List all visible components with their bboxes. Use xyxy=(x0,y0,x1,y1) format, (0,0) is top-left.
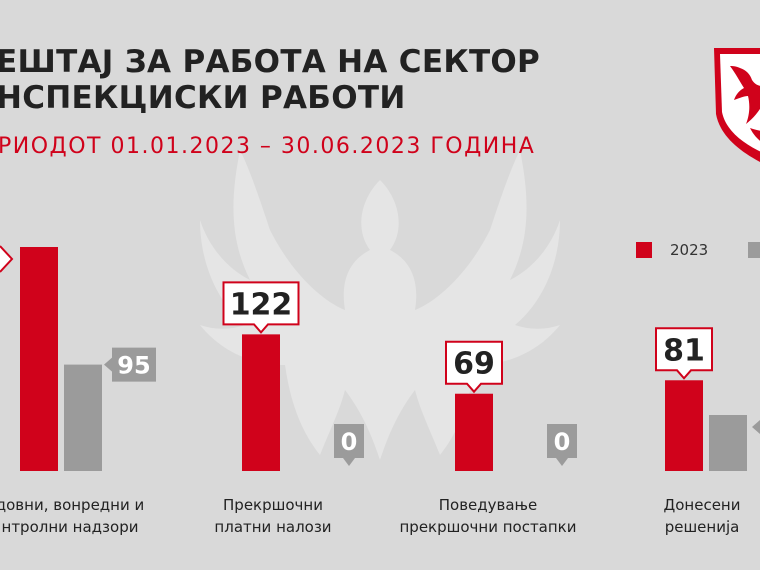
value-label-gray-1: 95 xyxy=(117,352,150,380)
category-label-3-line-1: Поведување xyxy=(438,496,538,514)
bar-gray-4 xyxy=(709,415,747,471)
legend-swatch-2023 xyxy=(636,242,652,258)
category-label-3-line-2: прекршочни постапки xyxy=(399,518,577,536)
category-label-4-line-2: решенија xyxy=(664,518,740,536)
category-label-1: довни, вонредни и нтролни надзори xyxy=(0,494,170,538)
legend-label-2023: 2023 xyxy=(670,241,709,259)
category-label-2-line-2: платни налози xyxy=(214,518,332,536)
value-callout-red-4 xyxy=(655,327,713,380)
category-label-2-line-1: Прекршочни xyxy=(223,496,323,514)
title-line-2: НСПЕКЦИСКИ РАБОТИ xyxy=(0,80,406,116)
category-label-2: Прекршочни платни налози xyxy=(173,494,373,538)
category-label-1-line-1: довни, вонредни и xyxy=(0,496,145,514)
eagle-shield-logo-icon xyxy=(714,48,760,162)
value-label-red-4: 81 xyxy=(663,333,705,368)
value-tag-gray-3 xyxy=(547,424,577,466)
value-label-gray-2: 0 xyxy=(341,428,358,456)
title-line-1: ЕШТАЈ ЗА РАБОТА НА СЕКТОР xyxy=(0,44,541,80)
bar-red-2 xyxy=(242,334,280,471)
value-callout-red-3 xyxy=(445,340,503,394)
category-label-4: Донесени решенија xyxy=(602,494,760,538)
legend-swatch-gray xyxy=(748,242,760,258)
bar-red-1 xyxy=(20,247,58,471)
value-callout-red-2 xyxy=(222,281,300,334)
category-label-3: Поведување прекршочни постапки xyxy=(388,494,588,538)
bar-red-3 xyxy=(455,393,493,471)
category-label-1-line-2: нтролни надзори xyxy=(1,518,139,536)
value-label-red-3: 69 xyxy=(453,347,495,382)
value-tag-gray-4 xyxy=(752,420,760,434)
value-tag-gray-2 xyxy=(334,424,364,466)
value-label-red-2: 122 xyxy=(230,287,293,322)
bar-red-4 xyxy=(665,380,703,471)
value-callout-red-1 xyxy=(0,245,14,273)
value-tag-gray-1 xyxy=(104,347,156,382)
subtitle: РИОДОТ 01.01.2023 – 30.06.2023 ГОДИНА xyxy=(0,134,536,159)
value-label-gray-3: 0 xyxy=(554,428,571,456)
bar-gray-1 xyxy=(64,364,102,471)
category-label-4-line-1: Донесени xyxy=(663,496,741,514)
